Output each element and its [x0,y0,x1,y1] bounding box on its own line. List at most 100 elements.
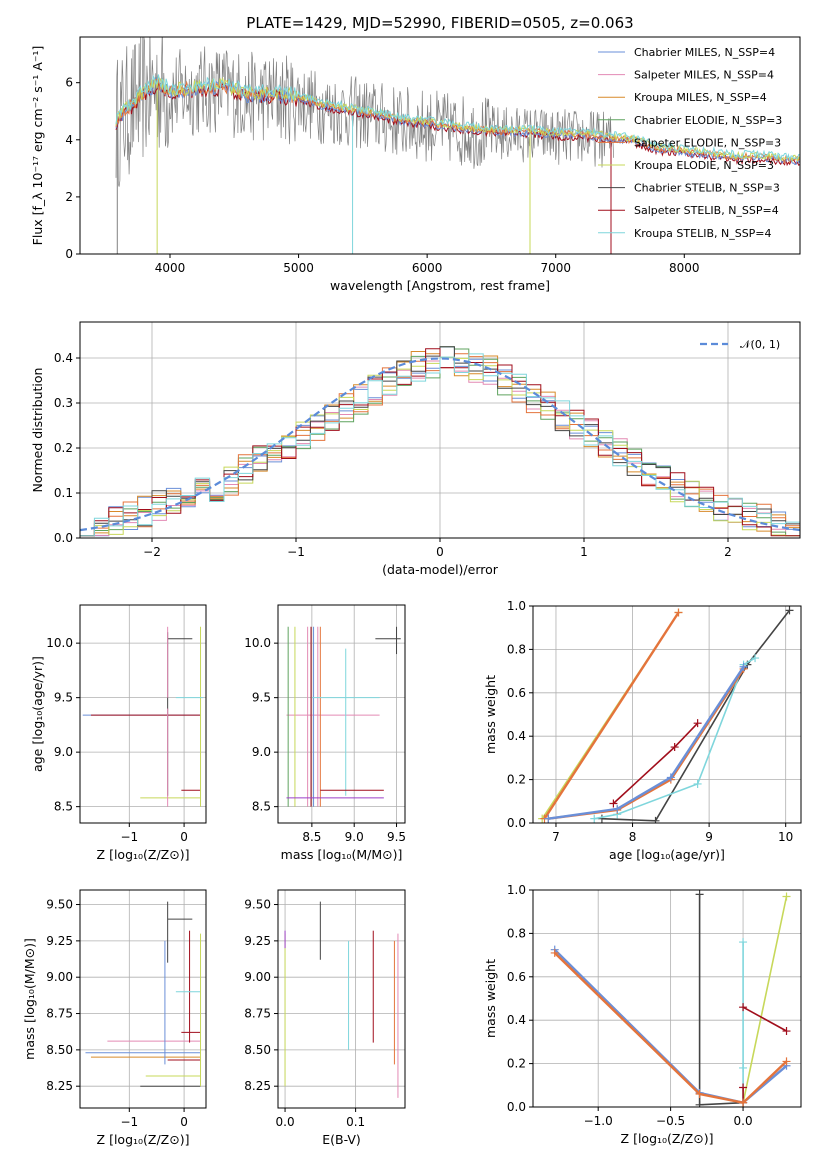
x-tick-label: 9 [705,830,713,844]
x-axis-label: (data-model)/error [382,562,499,577]
panel-spectrum: Chabrier MILES, N_SSP=4 Salpeter MILES, N… [30,36,801,293]
y-axis-label: mass weight [483,959,498,1038]
y-tick-label: 9.00 [244,970,271,984]
x-tick-label: −1 [120,1115,138,1129]
y-tick-label: 0.4 [507,1013,526,1027]
panel-mass_vs_Z: −1 0 8.25 8.50 8.75 9.00 9.25 9.50 Z [log₁₀(Z/Z⊙… [22,889,207,1147]
y-tick-label: 4 [65,133,73,147]
legend: Chabrier MILES, N_SSP=4 Salpeter MILES, N… [598,46,782,240]
y-tick-label: 0.2 [54,441,73,455]
x-tick-label: 0 [180,830,188,844]
y-tick-label: 1.0 [507,599,526,613]
y-tick-label: 0.0 [507,816,526,830]
x-axis-label: E(B-V) [322,1132,361,1147]
data-point [782,1027,791,1036]
x-tick-label: 7 [552,830,560,844]
figure-title: PLATE=1429, MJD=52990, FIBERID=0505, z=0… [246,14,633,32]
data-point [609,799,618,808]
series-line-kroupa_elodie [742,896,788,1103]
x-axis-label: age [log₁₀(age/yr)] [609,847,725,862]
legend-label: Kroupa STELIB, N_SSP=4 [634,227,772,240]
y-tick-label: 8.75 [244,1007,271,1021]
plot-area [278,890,405,1108]
y-tick-label: 0.6 [507,970,526,984]
y-tick-label: 9.5 [54,691,73,705]
y-axis-label: Normed distribution [30,368,45,493]
x-tick-label: 9.0 [345,830,364,844]
x-tick-label: 0 [180,1115,188,1129]
plot-area [115,37,800,254]
series-line-salpeter_elodie [543,611,680,820]
y-tick-label: 10.0 [46,636,73,650]
y-tick-label: 0.2 [507,773,526,787]
y-tick-label: 8.75 [46,1007,73,1021]
panel-mass_weight_vs_age: 7 8 9 10 0.0 0.2 0.4 0.6 0.8 1.0 age [log₁₀(age/yr… [483,599,802,862]
y-tick-label: 2 [65,190,73,204]
plot-area [80,890,206,1108]
model-spectrum-kroupa_stelib [115,74,800,162]
data-point [695,890,704,899]
plot-area [80,605,206,823]
legend-label: Kroupa ELODIE, N_SSP=3 [634,159,774,172]
plot-area [533,890,801,1107]
histogram-salpeter_stelib [80,348,800,537]
y-axis-label: Flux [f_λ 10⁻¹⁷ erg cm⁻² s⁻¹ A⁻¹] [30,46,45,246]
plot-area [533,606,801,823]
data-point [670,743,679,752]
x-tick-label: 8000 [669,261,700,275]
x-axis-label: Z [log₁₀(Z/Z⊙)] [621,1131,714,1146]
y-tick-label: 8.25 [244,1079,271,1093]
histogram-kroupa_stelib [80,353,800,537]
x-axis-label: wavelength [Angstrom, rest frame] [330,278,550,293]
y-tick-label: 9.0 [54,745,73,759]
x-tick-label: 4000 [155,261,186,275]
data-point [782,1057,791,1066]
x-tick-label: −0.5 [656,1114,685,1128]
x-tick-label: 0.0 [276,1115,295,1129]
panel-mass_weight_vs_Z: −1.0 −0.5 0.0 0.0 0.2 0.4 0.6 0.8 1.0 Z [log₁₀(Z/… [483,883,802,1146]
x-axis-label: Z [log₁₀(Z/Z⊙)] [97,847,190,862]
y-tick-label: 0.0 [507,1100,526,1114]
x-tick-label: 8 [629,830,637,844]
panel-residual_histogram: 𝒩(0, 1) −2 −1 0 1 2 0.0 0.1 0.2 0.3 0.4 (data-model… [30,321,801,577]
data-point [550,948,559,957]
x-tick-label: 1 [580,545,588,559]
y-axis-label: age [log₁₀(age/yr)] [30,656,45,772]
axes-frame [277,604,406,824]
y-tick-label: 0.4 [507,729,526,743]
x-tick-label: 9.5 [387,830,406,844]
x-tick-label: 0 [436,545,444,559]
data-point [693,779,702,788]
y-tick-label: 9.0 [252,745,271,759]
y-tick-label: 0.6 [507,686,526,700]
plot-area [278,605,405,823]
y-tick-label: 8.5 [252,800,271,814]
legend-label: Chabrier MILES, N_SSP=4 [634,46,775,59]
x-tick-label: 6000 [412,261,443,275]
normal-curve [80,357,800,532]
legend-label: Kroupa MILES, N_SSP=4 [634,91,767,104]
y-tick-label: 6 [65,76,73,90]
y-tick-label: 9.25 [46,934,73,948]
series-line-salpeter_stelib [612,722,699,805]
data-point [739,938,748,947]
y-tick-label: 0.3 [54,396,73,410]
series-line-chabrier_stelib [601,609,791,822]
y-tick-label: 0.1 [54,486,73,500]
x-tick-label: 10 [778,830,793,844]
x-tick-label: 8.5 [302,830,321,844]
data-point [695,1089,704,1098]
series-line-chabrier_miles [548,666,745,820]
y-tick-label: 0.8 [507,926,526,940]
y-tick-label: 1.0 [507,883,526,897]
legend-label: Salpeter ELODIE, N_SSP=3 [634,136,781,149]
y-tick-label: 8.25 [46,1079,73,1093]
data-point [651,816,660,823]
x-tick-label: 2 [724,545,732,559]
y-tick-label: 10.0 [244,636,271,650]
data-point [544,814,553,823]
y-tick-label: 0 [65,247,73,261]
x-tick-label: 7000 [540,261,571,275]
data-point [693,719,702,728]
